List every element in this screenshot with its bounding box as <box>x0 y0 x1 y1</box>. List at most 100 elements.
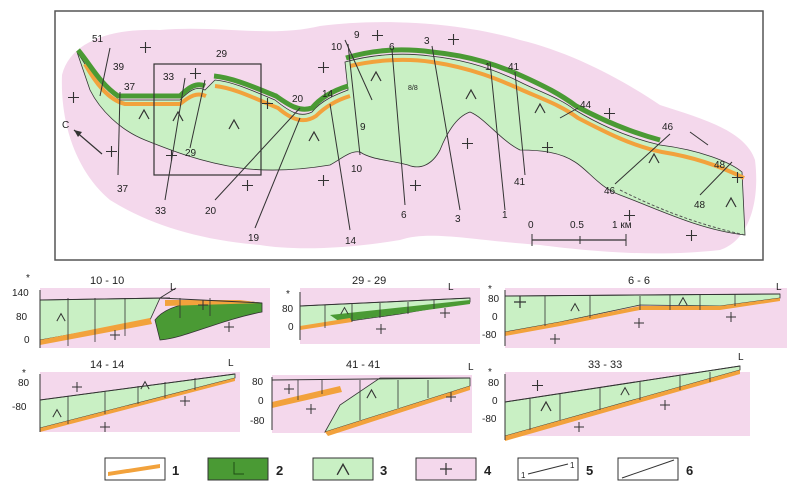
section-41-41: 41 - 41 L 80 0 -80 <box>250 359 474 436</box>
profile-label: 46 <box>662 122 674 133</box>
section-ytick: 140 <box>12 288 29 299</box>
profile-label: 20 <box>205 206 217 217</box>
legend-number: 6 <box>686 463 693 478</box>
scale-tick-0: 0 <box>528 220 534 231</box>
section-band-2 <box>154 300 263 341</box>
svg-text:*: * <box>22 368 26 379</box>
section-band-1 <box>40 378 235 432</box>
scale-tick-1: 0.5 <box>570 220 584 231</box>
section-29-29: 29 - 29 L 80 0 * <box>282 275 480 344</box>
legend-item-6: 6 <box>617 457 693 481</box>
profile-label: 9 <box>360 122 366 133</box>
dashed-boundary <box>619 189 746 236</box>
legend-number: 3 <box>380 463 387 478</box>
legend-number: 5 <box>586 463 593 478</box>
section-band-1 <box>505 370 740 441</box>
section-end-label: L <box>228 358 234 369</box>
section-ytick: 80 <box>488 378 500 389</box>
profile-label: 44 <box>580 100 592 111</box>
section-title: 6 - 6 <box>628 275 650 287</box>
legend-number: 2 <box>276 463 283 478</box>
svg-text:*: * <box>488 284 492 295</box>
section-10-10: 10 - 10 L 140 80 0 * <box>12 273 270 348</box>
profile-label: 6 <box>401 210 407 221</box>
section-ytick: -80 <box>482 330 497 341</box>
section-band-1 <box>272 386 342 408</box>
section-band-1b <box>325 386 470 436</box>
section-end-label: L <box>738 352 744 363</box>
section-ytick: -80 <box>482 414 497 425</box>
section-ytick: -80 <box>250 416 265 427</box>
profile-label: 10 <box>351 164 363 175</box>
profile-label: 46 <box>604 186 616 197</box>
profile-label: 51 <box>92 34 104 45</box>
misc-label: 8/8 <box>408 85 418 92</box>
profile-label: 14 <box>322 89 334 100</box>
section-ytick: 0 <box>288 322 294 333</box>
contact-zone-1 <box>83 57 745 180</box>
svg-text:*: * <box>26 273 30 284</box>
profile-label: 37 <box>117 184 129 195</box>
legend-item-2: 2 <box>207 457 283 481</box>
profile-label: 48 <box>694 200 706 211</box>
profile-label: 19 <box>248 233 260 244</box>
profile-label: 39 <box>113 62 125 73</box>
profile-label: 3 <box>424 36 430 47</box>
profile-label: 29 <box>185 148 197 159</box>
legend-end-a: 1 <box>521 471 526 480</box>
section-33-33: 33 - 33 L 80 0 -80 * <box>482 352 750 441</box>
profile-label: 10 <box>331 42 343 53</box>
profile-label: 9 <box>354 30 360 41</box>
section-ytick: -80 <box>12 402 27 413</box>
legend-item-1: 1 <box>104 457 179 481</box>
profile-label: 6 <box>389 42 395 53</box>
legend: 1 2 3 4 1 1 5 6 <box>104 457 693 481</box>
profile-label: 14 <box>345 236 357 247</box>
profile-label: 20 <box>292 94 304 105</box>
section-6-6: 6 - 6 L 80 0 -80 * <box>482 275 787 348</box>
section-end-label: L <box>468 362 474 373</box>
section-14-14: 14 - 14 L 80 -80 * <box>12 358 240 432</box>
profile-label: 41 <box>514 177 526 188</box>
profile-label: 48 <box>714 160 726 171</box>
legend-number: 1 <box>172 463 179 478</box>
section-ytick: 0 <box>492 312 498 323</box>
section-ytick: 0 <box>492 396 498 407</box>
scale-tick-2: 1 км <box>612 220 632 231</box>
section-band-1 <box>505 298 780 336</box>
scale-bar: 0 0.5 1 км <box>528 220 632 246</box>
profile-label: 37 <box>124 82 136 93</box>
map-panel: С 0 0.5 1 км 51 39 37 37 33 29 29 33 20 … <box>54 10 764 261</box>
profile-label: 3 <box>455 214 461 225</box>
legend-item-4: 4 <box>415 457 492 481</box>
legend-item-3: 3 <box>312 457 387 481</box>
legend-number: 4 <box>484 463 492 478</box>
profile-label: 33 <box>155 206 167 217</box>
section-title: 33 - 33 <box>588 359 622 371</box>
profile-labels: 51 39 37 37 33 29 29 33 20 20 19 14 14 1… <box>92 30 726 247</box>
section-ytick: 80 <box>252 377 264 388</box>
profile-label: 29 <box>216 49 228 60</box>
section-band-2 <box>330 300 470 322</box>
section-ytick: 80 <box>18 378 30 389</box>
section-title: 10 - 10 <box>90 275 124 287</box>
inset-rectangle <box>153 63 262 176</box>
section-title: 41 - 41 <box>346 359 380 371</box>
section-ytick: 80 <box>16 312 28 323</box>
section-ytick: 0 <box>24 335 30 346</box>
section-band-1 <box>300 318 352 330</box>
svg-text:*: * <box>286 289 290 300</box>
section-end-label: L <box>776 282 782 293</box>
contact-zone-2 <box>76 47 661 143</box>
profile-label: 1 <box>485 62 491 73</box>
section-ytick: 0 <box>258 396 264 407</box>
profile-lines <box>99 39 733 231</box>
section-ytick: 80 <box>282 304 294 315</box>
section-title: 14 - 14 <box>90 359 124 371</box>
profile-label: 1 <box>502 210 508 221</box>
section-title: 29 - 29 <box>352 275 386 287</box>
legend-item-5: 1 1 5 <box>517 457 593 481</box>
section-end-label: L <box>448 282 454 293</box>
north-label: С <box>62 120 69 131</box>
